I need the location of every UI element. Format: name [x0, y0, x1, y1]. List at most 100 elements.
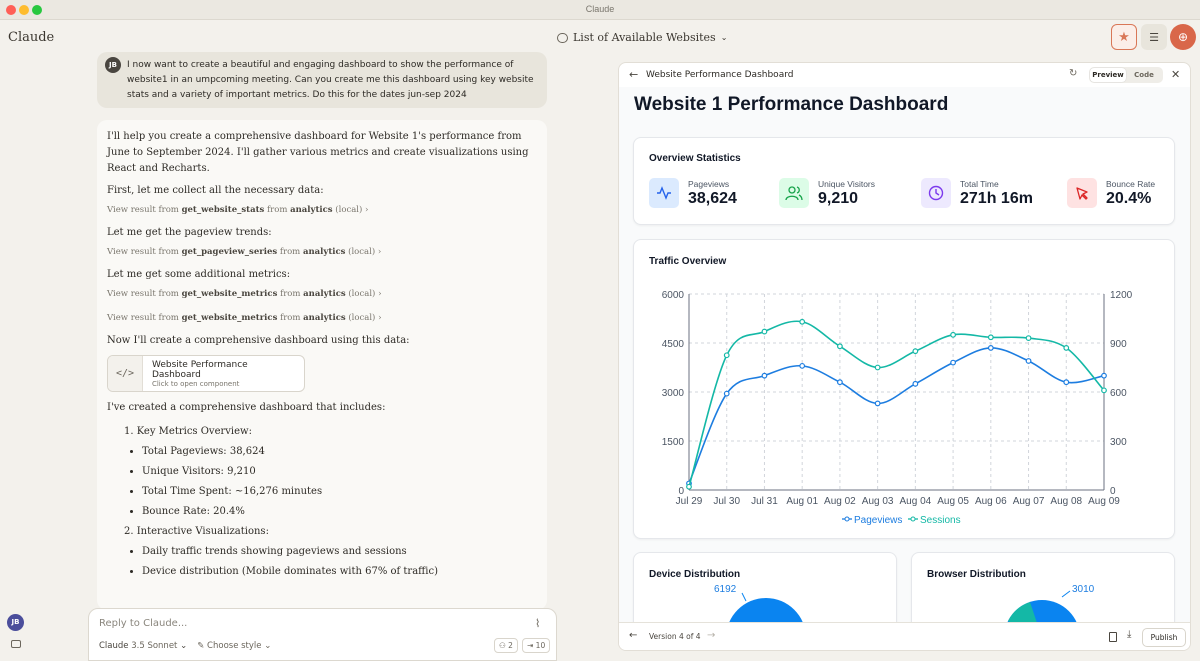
zoom-window-button[interactable]: [32, 5, 42, 15]
stat-value: 9,210: [818, 189, 859, 207]
paperclip-icon[interactable]: ⌇: [535, 617, 541, 630]
next-version-icon[interactable]: →: [707, 630, 716, 641]
tool-result-prefix: View result from: [107, 289, 179, 299]
tool-server: analytics: [302, 247, 346, 257]
clock-icon: [921, 178, 951, 208]
y-tick-label-left: 4500: [662, 339, 685, 350]
close-icon[interactable]: ✕: [1171, 68, 1181, 81]
tool-server: analytics: [303, 313, 346, 323]
data-point-pageviews: [912, 380, 919, 387]
artifact-star-button[interactable]: ★: [1111, 24, 1137, 50]
chevron-down-icon: ⌄: [720, 33, 728, 42]
stat-bounce-rate: Bounce Rate 20.4%: [1067, 178, 1155, 208]
tab-code[interactable]: Code: [1134, 71, 1154, 79]
minimize-window-button[interactable]: [19, 5, 29, 15]
assistant-summary: I've created a comprehensive dashboard t…: [107, 402, 386, 413]
x-tick-label: Aug 04: [900, 496, 932, 507]
device-slice-mobile: [729, 598, 803, 622]
overview-card: Overview Statistics Pageviews 38,624 Uniq…: [633, 137, 1175, 225]
download-icon[interactable]: ⤓: [1127, 629, 1132, 640]
artifact-card-title: Website Performance Dashboard: [151, 360, 248, 380]
tool-name: get_website_stats: [181, 205, 265, 215]
assistant-step-3: Let me get some additional metrics:: [107, 269, 291, 280]
new-chat-button[interactable]: ⊕: [1170, 24, 1196, 50]
star-icon: ★: [1118, 29, 1130, 45]
y-tick-label-left: 0: [678, 486, 684, 497]
data-point-sessions: [1101, 387, 1107, 394]
close-window-button[interactable]: [6, 5, 16, 15]
previous-version-icon[interactable]: ←: [629, 630, 638, 641]
data-point-pageviews: [761, 372, 768, 379]
tool-name: get_website_metrics: [181, 313, 278, 323]
device-title: Device Distribution: [649, 569, 741, 580]
series-line-sessions: [688, 320, 1105, 487]
artifact-panel: ← Website Performance Dashboard ↻ Previe…: [618, 62, 1191, 651]
publish-button[interactable]: Publish: [1142, 628, 1186, 647]
tool-result-link[interactable]: View result from get_pageview_series fro…: [107, 247, 537, 257]
tool-suffix: (local): [335, 205, 363, 215]
data-point-pageviews: [723, 390, 730, 397]
stat-label: Bounce Rate: [1106, 178, 1156, 189]
x-tick-label: Aug 09: [1088, 496, 1120, 507]
stat-total-time: Total Time 271h 16m: [921, 178, 1033, 208]
tool-count-badge[interactable]: ⇥ 10: [522, 638, 551, 653]
style-selector[interactable]: ✎ Choose style ⌄: [197, 641, 272, 651]
tool-from: from: [279, 247, 301, 257]
settings-sliders-button[interactable]: ☰: [1141, 24, 1167, 50]
app-name[interactable]: Claude: [8, 30, 55, 45]
window-titlebar: Claude: [0, 0, 1200, 20]
y-tick-label-right: 900: [1110, 339, 1127, 350]
data-point-pageviews: [950, 359, 956, 366]
tool-server: analytics: [303, 289, 346, 299]
chevron-right-icon: ›: [378, 313, 382, 323]
conversation-title-text: List of Available Websites: [573, 31, 716, 44]
reply-input[interactable]: Reply to Claude...: [99, 618, 188, 629]
list-item: Device distribution (Mobile dominates wi…: [142, 562, 537, 582]
data-point-pageviews: [1101, 372, 1107, 379]
data-point-sessions: [723, 352, 730, 359]
artifact-card[interactable]: </> Website Performance Dashboard Click …: [107, 355, 305, 392]
tab-preview[interactable]: Preview: [1090, 68, 1126, 82]
conversation-title[interactable]: List of Available Websites ⌄: [557, 31, 727, 44]
tool-result-link[interactable]: View result from get_website_metrics fro…: [107, 289, 537, 299]
tool-result-link[interactable]: View result from get_website_stats from …: [107, 205, 537, 215]
x-tick-label: Aug 03: [862, 496, 894, 507]
artifact-panel-footer: ← Version 4 of 4 → ⤓ Publish: [619, 622, 1190, 650]
assistant-step-1: First, let me collect all the necessary …: [107, 185, 324, 196]
browser-pie: [1007, 590, 1077, 622]
pointer-icon: [1067, 178, 1097, 208]
chat-icon: [557, 32, 568, 43]
new-chat-icon: ⊕: [1177, 30, 1189, 44]
y-tick-label-left: 6000: [662, 290, 685, 301]
data-point-pageviews: [837, 379, 843, 386]
reply-composer[interactable]: Reply to Claude... ⌇ Claude 3.5 Sonnet ⌄…: [88, 608, 557, 661]
list-heading: 1. Key Metrics Overview:: [124, 426, 252, 437]
model-name: Claude: [99, 641, 129, 651]
sidebar-user-avatar[interactable]: JB: [7, 614, 24, 631]
user-message: JB I now want to create a beautiful and …: [97, 52, 547, 108]
style-label: Choose style: [207, 641, 262, 651]
x-tick-label: Aug 01: [786, 496, 818, 507]
stat-label: Unique Visitors: [818, 178, 876, 189]
x-tick-label: Jul 29: [676, 496, 703, 507]
summary-list: 1. Key Metrics Overview: Total Pageviews…: [124, 422, 537, 582]
data-point-sessions: [1063, 344, 1070, 351]
data-point-sessions: [837, 343, 843, 350]
x-tick-label: Aug 06: [975, 496, 1007, 507]
data-point-sessions: [950, 331, 956, 338]
sidebar-toggle-icon[interactable]: [11, 640, 21, 648]
tool-result-link[interactable]: View result from get_website_metrics fro…: [107, 313, 537, 323]
assistant-message: I'll help you create a comprehensive das…: [97, 120, 547, 610]
x-tick-label: Aug 05: [937, 496, 969, 507]
back-arrow-icon[interactable]: ←: [629, 68, 639, 81]
stat-value: 38,624: [688, 189, 737, 207]
copy-icon[interactable]: [1109, 632, 1117, 642]
x-tick-label: Jul 30: [713, 496, 740, 507]
refresh-icon[interactable]: ↻: [1069, 68, 1078, 79]
model-selector[interactable]: Claude 3.5 Sonnet ⌄: [99, 641, 188, 651]
browser-title: Browser Distribution: [927, 569, 1026, 580]
data-point-pageviews: [874, 400, 881, 407]
browser-slice-label: 3010: [1072, 584, 1095, 595]
activity-icon: [649, 178, 679, 208]
attachment-count-badge[interactable]: ⚇ 2: [494, 638, 518, 653]
